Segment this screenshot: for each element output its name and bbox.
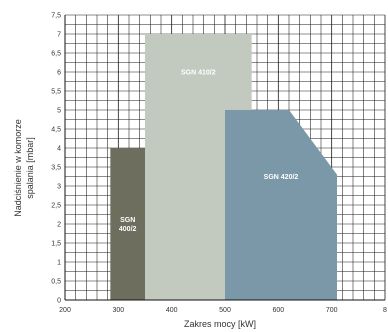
x-tick-label: 200 bbox=[59, 307, 71, 314]
x-tick-label: 300 bbox=[112, 307, 124, 314]
y-tick-label: 0 bbox=[57, 298, 61, 305]
x-tick-label: 600 bbox=[272, 307, 284, 314]
x-tick-label: 400 bbox=[166, 307, 178, 314]
y-tick-label: 5,5 bbox=[51, 89, 61, 96]
region-labels: SGN 400/2 SGN 410/2 SGN 420/2 bbox=[119, 70, 299, 234]
y-tick-label: 4 bbox=[57, 146, 61, 153]
y-tick-label: 7,5 bbox=[51, 13, 61, 20]
y-tick-label: 3 bbox=[57, 184, 61, 191]
region-label-sgn-410-2: SGN 410/2 bbox=[181, 70, 216, 77]
region-sgn-420-2 bbox=[225, 110, 337, 300]
x-tick-label: 500 bbox=[219, 307, 231, 314]
y-tick-label: 7 bbox=[57, 32, 61, 39]
y-tick-label: 6 bbox=[57, 70, 61, 77]
region-label-sgn-400-2: 400/2 bbox=[119, 226, 137, 233]
y-tick-label: 1,5 bbox=[51, 241, 61, 248]
y-tick-label: 3,5 bbox=[51, 165, 61, 172]
region-label-sgn-420-2: SGN 420/2 bbox=[264, 174, 299, 181]
region-label-sgn-400-2: SGN bbox=[120, 217, 135, 224]
y-tick-label: 5 bbox=[57, 108, 61, 115]
y-tick-label: 2,5 bbox=[51, 203, 61, 210]
region-sgn-400-2 bbox=[110, 148, 145, 300]
tick-labels: 200 300 400 500 600 700 8 0 0,5 1 1,5 2 2,5 3 3,5 4 4,5 5… bbox=[51, 13, 387, 315]
y-tick-label: 4,5 bbox=[51, 127, 61, 134]
y-tick-label: 1 bbox=[57, 260, 61, 267]
y-tick-label: 0,5 bbox=[51, 279, 61, 286]
y-axis-title-line-1: Nadciśnienie w komorze bbox=[13, 119, 23, 217]
x-axis-title: Zakres mocy [kW] bbox=[184, 319, 256, 329]
operating-regions bbox=[64, 15, 385, 301]
y-tick-label: 2 bbox=[57, 222, 61, 229]
x-tick-label: 8 bbox=[383, 307, 387, 314]
y-axis-title-line-2: spalania [mbar] bbox=[25, 137, 35, 199]
y-tick-label: 6,5 bbox=[51, 51, 61, 58]
x-tick-label: 700 bbox=[326, 307, 338, 314]
